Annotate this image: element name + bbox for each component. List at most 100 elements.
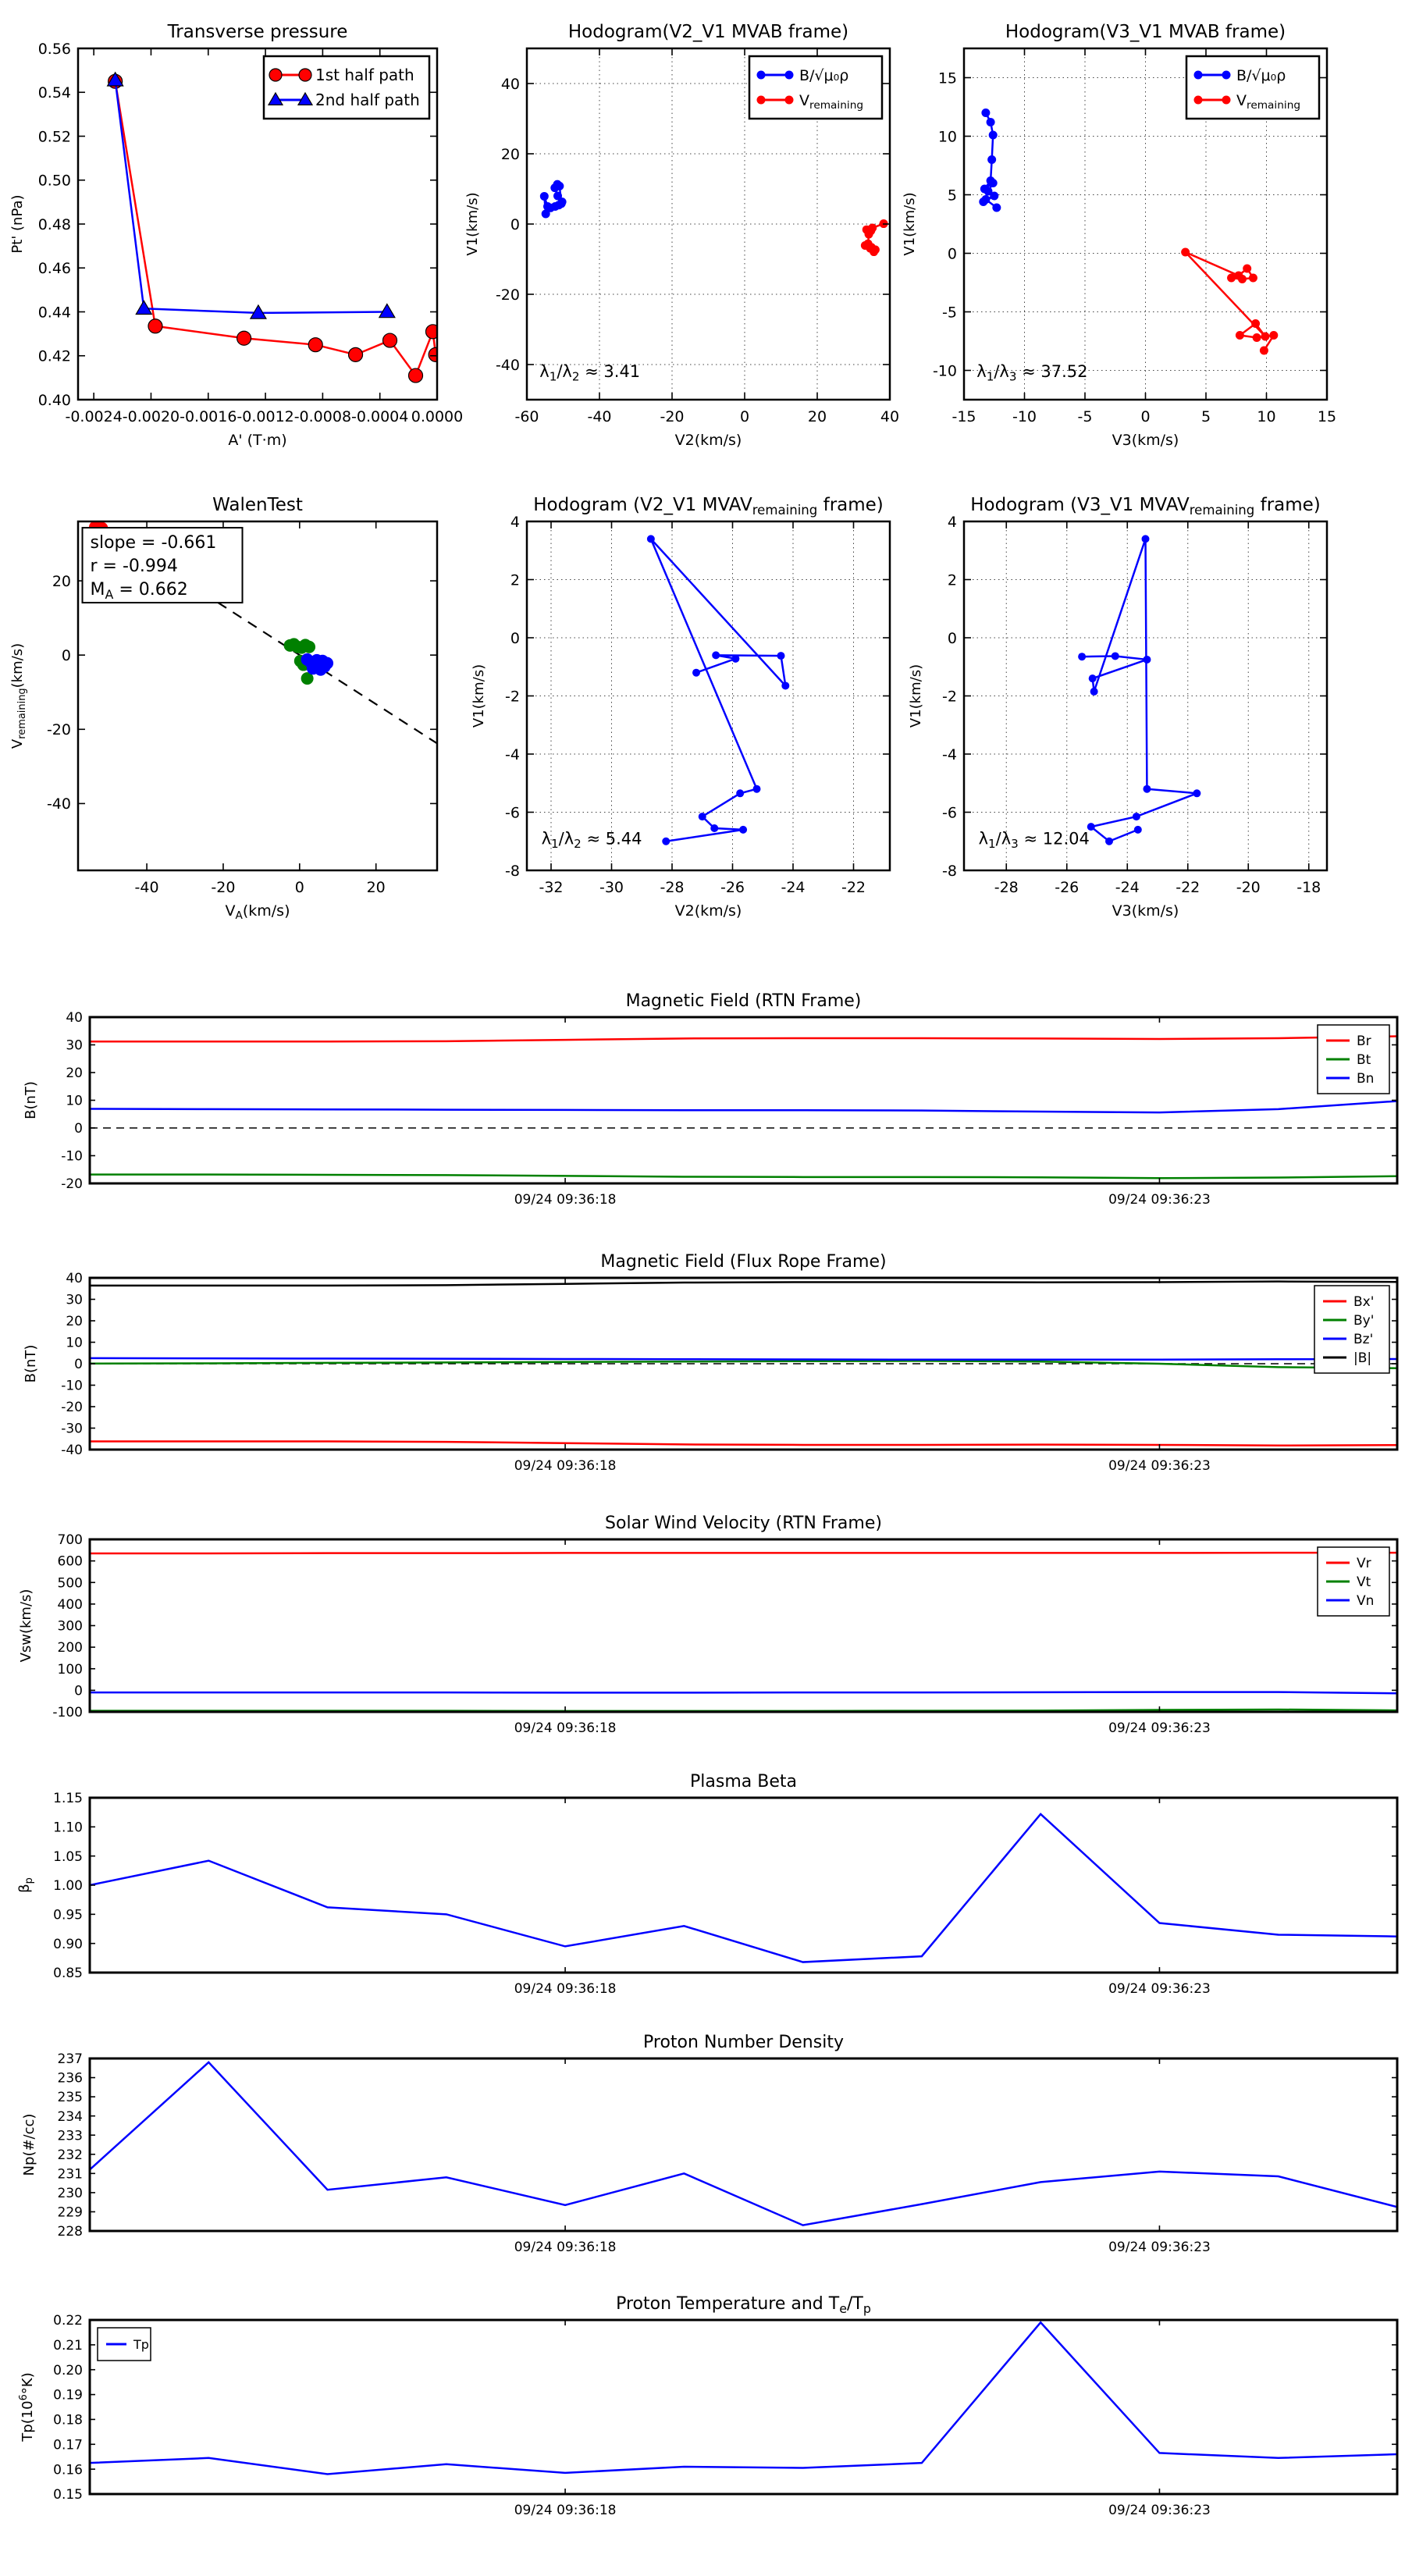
svg-text:0.90: 0.90 — [53, 1937, 83, 1952]
svg-text:slope = -0.661: slope = -0.661 — [91, 533, 217, 553]
svg-text:20: 20 — [367, 879, 386, 896]
hodogram-v3v1-mvav-plot-xlabel: V3(km/s) — [1112, 902, 1179, 920]
svg-text:0.48: 0.48 — [38, 216, 71, 233]
svg-text:-6: -6 — [505, 804, 520, 821]
hodogram-v3v1-mvab-plot-ylabel: V1(km/s) — [902, 192, 918, 255]
svg-text:-28: -28 — [660, 879, 684, 896]
svg-text:1.10: 1.10 — [53, 1820, 83, 1835]
svg-text:Vremaining: Vremaining — [799, 92, 863, 112]
svg-text:09/24 09:36:18: 09/24 09:36:18 — [514, 1720, 617, 1736]
svg-text:09/24 09:36:18: 09/24 09:36:18 — [514, 1192, 617, 1208]
svg-text:229: 229 — [58, 2205, 83, 2221]
svg-text:-6: -6 — [942, 804, 957, 821]
svg-text:500: 500 — [58, 1575, 83, 1591]
svg-text:-2: -2 — [942, 688, 957, 705]
svg-text:By': By' — [1353, 1313, 1374, 1329]
svg-text:40: 40 — [66, 1271, 83, 1286]
svg-text:09/24 09:36:23: 09/24 09:36:23 — [1108, 1458, 1211, 1474]
proton-temperature-panel-legend: Tp — [97, 2327, 151, 2361]
svg-text:1.15: 1.15 — [53, 1791, 83, 1806]
walen-test-plot: WalenTest -40 -20 0 20 -40 -20 0 20 VA(km/s) Vrema… — [9, 495, 439, 922]
svg-text:Vn: Vn — [1357, 1593, 1374, 1609]
transverse-pressure-plot-series-2nd half path — [114, 80, 387, 315]
svg-text:-0.0008: -0.0008 — [294, 408, 351, 425]
svg-text:-60: -60 — [514, 408, 539, 425]
magnetic-field-rtn-panel-ylabel: B(nT) — [23, 1081, 39, 1119]
svg-text:4: 4 — [948, 514, 957, 531]
hodogram-v3v1-mvav-plot-ylabel: V1(km/s) — [908, 664, 924, 728]
svg-text:236: 236 — [58, 2071, 83, 2087]
svg-text:0: 0 — [74, 1121, 83, 1137]
svg-text:0.50: 0.50 — [38, 173, 71, 190]
svg-text:0: 0 — [510, 216, 520, 233]
svg-text:Br: Br — [1357, 1034, 1371, 1049]
svg-text:09/24 09:36:18: 09/24 09:36:18 — [514, 2503, 617, 2518]
svg-text:-28: -28 — [994, 879, 1019, 896]
svg-text:20: 20 — [808, 408, 827, 425]
hodogram-v3v1-mvav-plot-annotation: λ1/λ3 ≈ 12.04 — [979, 829, 1090, 851]
svg-text:0.95: 0.95 — [53, 1907, 83, 1923]
plasma-beta-panel: Plasma Beta 09/24 09:36:18 09/24 09:36:23 0… — [16, 1772, 1399, 1997]
magnetic-field-flux-rope-panel-series-By-prime — [90, 1360, 1397, 1370]
magnetic-field-flux-rope-panel-series-B-magnitude — [90, 1280, 1397, 1287]
svg-text:-0.0020: -0.0020 — [123, 408, 180, 425]
hodogram-v3v1-mvav-plot-series-v-remaining-path — [1082, 538, 1197, 843]
svg-text:237: 237 — [58, 2051, 83, 2067]
svg-text:-4: -4 — [505, 746, 520, 763]
svg-text:-30: -30 — [61, 1421, 83, 1437]
hodogram-v2v1-mvab-plot-annotation: λ1/λ2 ≈ 3.41 — [539, 362, 640, 384]
hodogram-v2v1-mvab-plot-ylabel: V1(km/s) — [464, 192, 481, 255]
magnetic-field-flux-rope-panel-ylabel: B(nT) — [23, 1345, 39, 1383]
proton-temperature-panel-title: Proton Temperature and Te/Tp — [616, 2294, 871, 2316]
svg-text:-10: -10 — [933, 362, 957, 379]
walen-test-plot-title: WalenTest — [212, 495, 303, 515]
svg-text:1.05: 1.05 — [53, 1849, 83, 1865]
hodogram-v3v1-mvav-plot: Hodogram (V3_V1 MVAVremaining frame) -28 -… — [908, 495, 1329, 920]
svg-text:0: 0 — [740, 408, 749, 425]
svg-text:0.46: 0.46 — [38, 260, 71, 277]
magnetic-field-flux-rope-panel: Magnetic Field (Flux Rope Frame) 09/24 09… — [23, 1252, 1399, 1474]
svg-text:228: 228 — [58, 2224, 83, 2240]
walen-test-plot-xlabel: VA(km/s) — [226, 902, 290, 922]
svg-text:-22: -22 — [1176, 879, 1200, 896]
svg-text:-20: -20 — [61, 1400, 83, 1415]
svg-text:2nd half path: 2nd half path — [315, 91, 420, 109]
svg-text:-30: -30 — [599, 879, 624, 896]
svg-text:0.85: 0.85 — [53, 1966, 83, 1981]
svg-text:0.21: 0.21 — [53, 2338, 83, 2354]
svg-text:0.18: 0.18 — [53, 2413, 83, 2428]
svg-text:Bz': Bz' — [1353, 1332, 1373, 1347]
svg-text:0: 0 — [1140, 408, 1150, 425]
svg-text:09/24 09:36:23: 09/24 09:36:23 — [1108, 1192, 1211, 1208]
svg-text:-0.0016: -0.0016 — [180, 408, 237, 425]
svg-text:Tp: Tp — [133, 2337, 149, 2352]
svg-text:0.15: 0.15 — [53, 2487, 83, 2503]
svg-text:09/24 09:36:18: 09/24 09:36:18 — [514, 1981, 617, 1997]
svg-text:-0.0012: -0.0012 — [237, 408, 293, 425]
svg-text:20: 20 — [66, 1314, 83, 1329]
svg-text:Vr: Vr — [1357, 1556, 1371, 1571]
svg-text:0: 0 — [948, 245, 957, 262]
svg-text:-10: -10 — [61, 1379, 83, 1394]
svg-text:B/√μ₀ρ: B/√μ₀ρ — [799, 67, 848, 84]
svg-text:15: 15 — [1318, 408, 1336, 425]
svg-text:10: 10 — [66, 1094, 83, 1109]
svg-text:Bn: Bn — [1357, 1071, 1374, 1087]
svg-text:0.54: 0.54 — [38, 84, 71, 101]
svg-text:10: 10 — [66, 1336, 83, 1351]
magnetic-field-flux-rope-panel-title: Magnetic Field (Flux Rope Frame) — [600, 1252, 886, 1272]
svg-text:-24: -24 — [1115, 879, 1140, 896]
svg-text:600: 600 — [58, 1554, 83, 1570]
svg-text:230: 230 — [58, 2186, 83, 2201]
plasma-beta-panel-series-beta-p — [90, 1813, 1397, 1963]
svg-text:10: 10 — [1257, 408, 1275, 425]
hodogram-v3v1-mvab-plot-xlabel: V3(km/s) — [1112, 432, 1179, 449]
svg-text:09/24 09:36:23: 09/24 09:36:23 — [1108, 1981, 1211, 1997]
svg-text:40: 40 — [880, 408, 899, 425]
svg-text:-22: -22 — [841, 879, 866, 896]
svg-text:0: 0 — [295, 879, 304, 896]
transverse-pressure-plot-series-1st half path — [114, 80, 437, 378]
proton-number-density-panel-series-Np — [90, 2061, 1397, 2226]
svg-text:-26: -26 — [1055, 879, 1079, 896]
